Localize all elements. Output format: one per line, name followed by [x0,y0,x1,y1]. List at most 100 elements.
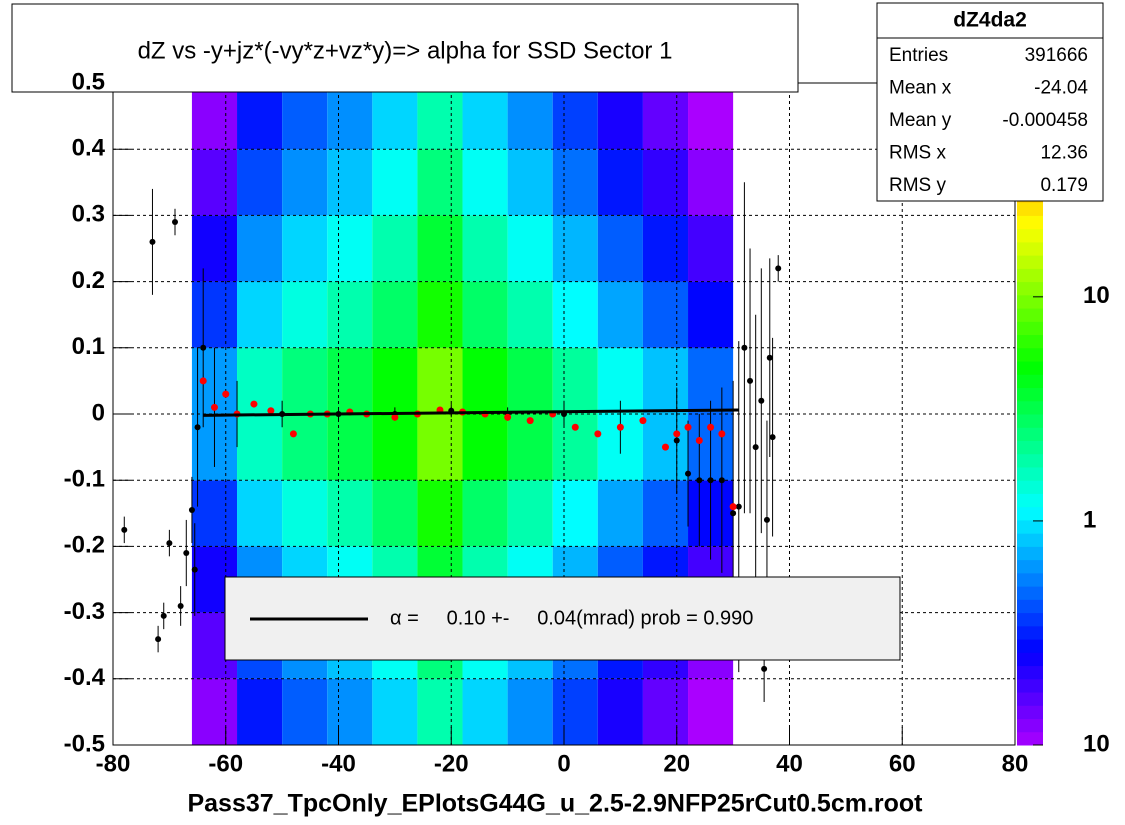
heat-cell [462,414,508,481]
heat-cell [597,149,643,216]
heat-cell [417,414,463,481]
data-point [571,423,579,431]
heat-cell [642,149,689,216]
data-point [121,526,128,533]
data-point [172,219,179,226]
heat-cell [327,215,373,282]
x-tick-label: -40 [321,750,356,777]
data-point [673,430,681,438]
stats-value: -0.000458 [1002,110,1088,131]
heat-cell [191,215,238,282]
color-scale [1017,215,1043,230]
data-point [267,407,275,415]
data-point [747,377,754,384]
heat-cell [237,678,283,745]
heat-cell [372,281,418,348]
heat-cell [282,149,328,216]
heat-cell [688,149,734,216]
data-point [752,444,759,451]
data-point [696,477,703,484]
y-tick-label: -0.2 [64,532,105,559]
heat-cell [237,414,283,481]
stats-box: dZ4da2 Entries 391666 Mean x -24.04 Mean y -0… [876,2,1104,202]
data-point [222,390,230,398]
heat-cell [597,83,643,150]
heat-cell [191,480,238,547]
heat-cell [462,149,508,216]
y-tick-label: 0.2 [72,267,105,294]
heat-cell [552,347,598,414]
color-scale [1017,546,1043,561]
heat-cell [642,83,689,150]
data-point [684,423,692,431]
x-tick-label: 20 [663,750,690,777]
heat-cell [191,281,238,348]
y-tick-label: -0.4 [64,664,106,691]
heat-cell [417,149,463,216]
heat-cell [462,480,508,547]
color-scale [1017,347,1043,362]
x-tick-label: 60 [889,750,916,777]
heat-cell [372,83,418,150]
heat-cell [597,281,643,348]
y-tick-label: 0.4 [72,135,106,162]
heat-cell [462,678,508,745]
heat-cell [552,281,598,348]
heat-cell [282,678,328,745]
heat-cell [191,678,238,745]
color-scale [1017,625,1043,640]
heat-cell [642,678,689,745]
heat-cell [507,347,553,414]
color-scale [1017,599,1043,614]
color-scale [1017,400,1043,415]
stats-label: Mean x [889,78,952,99]
data-point [695,436,703,444]
color-scale [1017,586,1043,600]
color-scale [1017,308,1043,322]
heat-cell [462,83,508,150]
data-point [718,430,726,438]
heat-cell [327,83,373,150]
x-tick-label: -60 [208,750,243,777]
heat-cell [597,678,643,745]
color-scale [1017,228,1043,243]
data-point [188,506,195,513]
z-tick-label: 10 [1083,730,1110,757]
color-scale [1017,202,1043,216]
color-scale [1017,374,1043,389]
data-point [673,437,680,444]
data-point [504,413,512,421]
heat-cell [327,347,373,414]
stats-value: 391666 [1025,45,1088,66]
color-scale [1017,678,1043,693]
color-scale [1017,334,1043,349]
heat-cell [552,149,598,216]
heat-cell [552,83,598,150]
heat-cell [462,215,508,282]
heat-cell [372,215,418,282]
data-point [775,265,782,272]
heat-cell [688,281,734,348]
color-scale [1017,440,1043,455]
data-point [166,540,173,547]
heat-cell [237,83,283,150]
heat-cell [282,347,328,414]
stats-label: Mean y [889,110,952,131]
heat-cell [642,480,689,547]
color-scale [1017,268,1043,283]
z-tick-label: 1 [1083,506,1096,533]
heat-cell [507,480,553,547]
heat-cell [327,480,373,547]
data-point [391,413,399,421]
heat-cell [327,281,373,348]
heat-cell [327,414,373,481]
data-point [155,636,162,643]
data-point [741,344,748,351]
heat-cell [507,215,553,282]
data-point [718,477,725,484]
color-scale [1017,718,1043,733]
data-point [707,477,714,484]
heat-cell [372,347,418,414]
data-point [289,430,297,438]
y-tick-label: 0.5 [72,68,105,95]
